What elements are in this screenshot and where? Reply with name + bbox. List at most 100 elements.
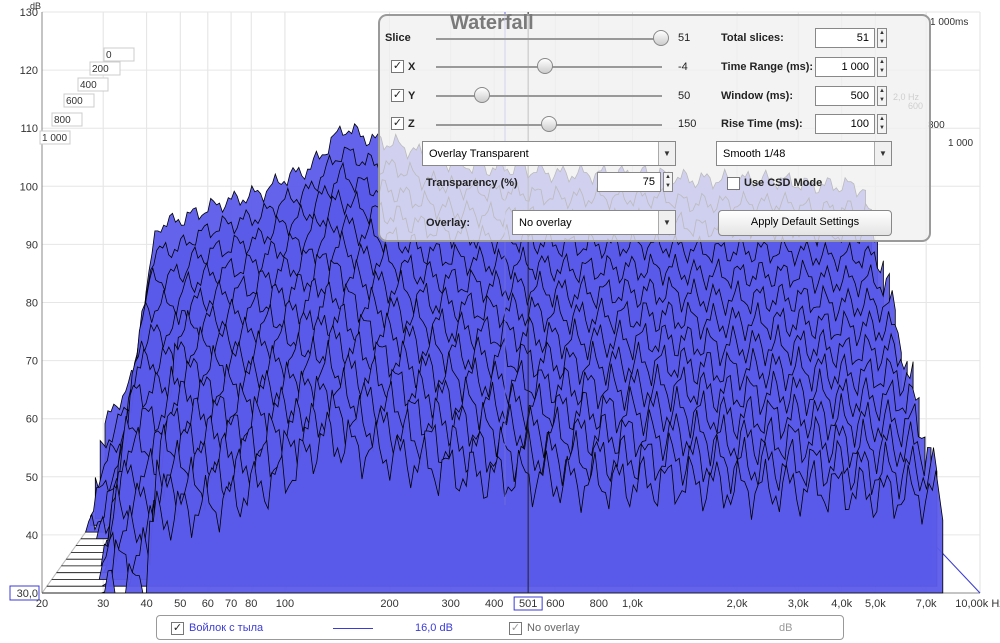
x-checkbox[interactable]: ✓ — [391, 60, 404, 73]
y-value: 50 — [678, 90, 691, 102]
y-unit-label: dB — [30, 1, 41, 11]
x-tick-label: 600 — [546, 598, 564, 610]
time-tick-box — [51, 112, 83, 127]
x-tick-label: 5,0k — [865, 598, 886, 610]
cursor-x-box — [513, 596, 543, 611]
time-tick-label: 200 — [92, 64, 109, 75]
window-label: Window (ms): — [721, 90, 793, 102]
mode-dropdown[interactable]: Overlay Transparent ▼ — [422, 141, 676, 166]
x-tick-label: 70 — [225, 598, 237, 610]
time-tick-box — [103, 47, 135, 62]
x-tick-label: 3,0k — [788, 598, 809, 610]
y-slider-track[interactable] — [436, 95, 662, 97]
smoothing-dropdown[interactable]: Smooth 1/48 ▼ — [716, 141, 892, 166]
x-tick-label: 800 — [590, 598, 608, 610]
time-tick-box — [77, 77, 109, 92]
x-tick-label: 30 — [97, 598, 109, 610]
time-tick-box — [39, 130, 71, 145]
y-min-box — [9, 585, 40, 601]
overlay-checkbox[interactable]: ✓ — [509, 622, 522, 635]
x-tick-label: 100 — [276, 598, 294, 610]
time-tick-label: 0 — [106, 50, 112, 61]
x-tick-label: 501 — [519, 598, 537, 610]
csd-label: Use CSD Mode — [744, 177, 823, 189]
x-tick-label: 7,0k — [916, 598, 937, 610]
right-depth-tick-label: 1 000 — [948, 138, 973, 149]
x-tick-label: 1,0k — [622, 598, 643, 610]
x-slider-knob[interactable] — [537, 58, 553, 74]
time-range-field[interactable]: 1 000 — [815, 57, 875, 77]
total-slices-field[interactable]: 51 — [815, 28, 875, 48]
time-range-stepper[interactable]: ▲ ▼ — [877, 57, 887, 77]
overlay-label: Overlay: — [426, 217, 471, 229]
apply-default-settings-button[interactable]: Apply Default Settings — [718, 210, 892, 236]
x-tick-label: 20 — [36, 598, 48, 610]
overlay-dropdown[interactable]: No overlay ▼ — [512, 210, 676, 235]
mode-value: Overlay Transparent — [429, 148, 529, 160]
x-value: -4 — [678, 61, 688, 73]
x-tick-label: 10,00k Hz — [955, 598, 1000, 610]
smoothing-value: Smooth 1/48 — [723, 148, 786, 160]
y-tick-label: 70 — [26, 356, 38, 368]
total-slices-stepper[interactable]: ▲ ▼ — [877, 28, 887, 48]
csd-checkbox[interactable] — [727, 177, 740, 190]
transparency-field[interactable]: 75 — [597, 172, 661, 192]
z-value: 150 — [678, 118, 697, 130]
y-label: Y — [408, 90, 416, 102]
y-tick-label: 40 — [26, 530, 38, 542]
legend-value: 16,0 dB — [415, 622, 453, 634]
rise-time-field[interactable]: 100 — [815, 114, 875, 134]
x-tick-label: 200 — [380, 598, 398, 610]
time-tick-label: 1 000 — [42, 133, 67, 144]
y-tick-label: 50 — [26, 472, 38, 484]
right-depth-tick-label: 800 — [928, 120, 945, 131]
x-tick-label: 60 — [202, 598, 214, 610]
panel-title: Waterfall — [450, 12, 534, 34]
y-tick-label: 80 — [26, 298, 38, 310]
x-tick-label: 400 — [485, 598, 503, 610]
slice-slider-knob[interactable] — [653, 30, 669, 46]
waterfall-slice — [42, 411, 944, 594]
z-checkbox[interactable]: ✓ — [391, 117, 404, 130]
y-tick-label: 120 — [20, 65, 38, 77]
x-tick-label: 4,0k — [831, 598, 852, 610]
y-tick-label: 60 — [26, 414, 38, 426]
window-stepper[interactable]: ▲ ▼ — [877, 86, 887, 106]
x-label: X — [408, 61, 416, 73]
legend-unit: dB — [779, 622, 793, 634]
legend-line-swatch — [333, 628, 373, 629]
x-tick-label: 80 — [245, 598, 257, 610]
y-tick-label: 110 — [20, 123, 38, 135]
x-tick-label: 40 — [140, 598, 152, 610]
z-slider-knob[interactable] — [541, 116, 557, 132]
transparency-stepper[interactable]: ▲ ▼ — [663, 172, 673, 192]
total-slices-label: Total slices: — [721, 32, 784, 44]
z-label: Z — [408, 118, 415, 130]
rise-time-label: Rise Time (ms): — [721, 118, 803, 130]
x-tick-label: 300 — [442, 598, 460, 610]
y-tick-label: 30,0 — [17, 588, 38, 600]
time-tick-label: 400 — [80, 80, 97, 91]
y-checkbox[interactable]: ✓ — [391, 89, 404, 102]
x-tick-label: 50 — [174, 598, 186, 610]
time-range-tick-label: 1 000ms — [930, 17, 968, 28]
y-slider-knob[interactable] — [474, 87, 490, 103]
measurement-checkbox[interactable]: ✓ — [171, 622, 184, 635]
x-tick-label: 2,0k — [727, 598, 748, 610]
time-tick-box — [89, 61, 121, 76]
y-tick-label: 100 — [20, 181, 38, 193]
legend-overlay: No overlay — [527, 622, 580, 634]
transparency-label: Transparency (%) — [426, 177, 518, 189]
slice-slider-track[interactable] — [436, 38, 662, 40]
time-tick-label: 800 — [54, 115, 71, 126]
slice-value: 51 — [678, 32, 691, 44]
window-field[interactable]: 500 — [815, 86, 875, 106]
chevron-down-icon: ▼ — [874, 142, 891, 165]
legend-measurement: Войлок с тыла — [189, 622, 264, 634]
rise-time-stepper[interactable]: ▲ ▼ — [877, 114, 887, 134]
slice-label: Slice — [385, 32, 411, 44]
y-tick-label: 130 — [20, 7, 38, 19]
chevron-down-icon: ▼ — [658, 142, 675, 165]
time-tick-box — [63, 93, 95, 108]
time-range-label: Time Range (ms): — [721, 61, 814, 73]
